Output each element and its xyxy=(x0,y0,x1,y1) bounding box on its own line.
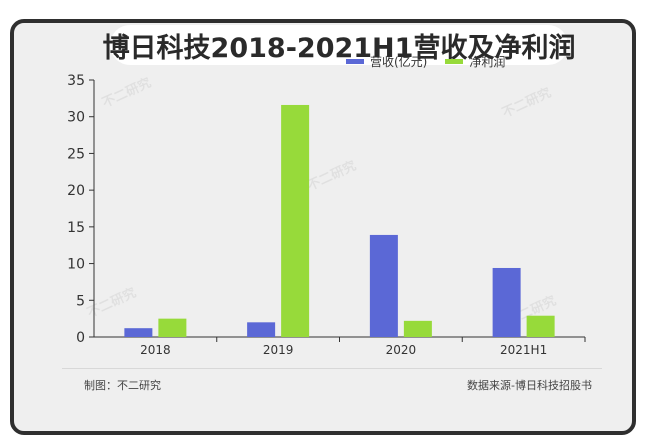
y-tick-label: 15 xyxy=(67,220,85,236)
bar-revenue-2019 xyxy=(247,322,276,337)
bar-profit-2018 xyxy=(158,318,187,337)
y-tick-label: 5 xyxy=(76,293,85,309)
legend: 营收(亿元) 净利润 xyxy=(346,53,523,70)
y-tick-label: 35 xyxy=(67,73,85,89)
footer-divider xyxy=(62,368,602,369)
legend-swatch-revenue xyxy=(346,59,364,64)
y-tick-label: 10 xyxy=(67,257,85,273)
legend-item-revenue: 营收(亿元) xyxy=(346,53,427,70)
x-tick-label: 2018 xyxy=(140,343,171,357)
x-tick-label: 2020 xyxy=(386,343,417,357)
bar-revenue-2018 xyxy=(124,328,153,337)
x-tick-label: 2019 xyxy=(263,343,294,357)
y-tick-label: 20 xyxy=(67,183,85,199)
footer-credit: 制图：不二研究 xyxy=(84,379,161,392)
chart-title: 博日科技2018-2021H1营收及净利润 xyxy=(102,32,576,64)
bar-profit-2019 xyxy=(281,104,310,337)
y-tick-label: 25 xyxy=(67,146,85,162)
bar-profit-2021H1 xyxy=(526,315,555,337)
legend-item-profit: 净利润 xyxy=(445,53,505,70)
bar-revenue-2020 xyxy=(369,234,398,337)
bar-profit-2020 xyxy=(403,320,432,337)
chart-frame: 博日科技2018-2021H1营收及净利润 xyxy=(10,19,636,435)
y-tick-label: 0 xyxy=(76,330,85,346)
bar-revenue-2021H1 xyxy=(492,267,521,337)
legend-label-revenue: 营收(亿元) xyxy=(370,55,428,69)
footer-source: 数据来源-博日科技招股书 xyxy=(467,379,592,392)
legend-swatch-profit xyxy=(445,59,464,64)
title-banner: 博日科技2018-2021H1营收及净利润 xyxy=(103,25,575,65)
y-tick-label: 30 xyxy=(67,110,85,126)
legend-label-profit: 净利润 xyxy=(469,55,506,69)
x-tick-label: 2021H1 xyxy=(500,343,547,357)
